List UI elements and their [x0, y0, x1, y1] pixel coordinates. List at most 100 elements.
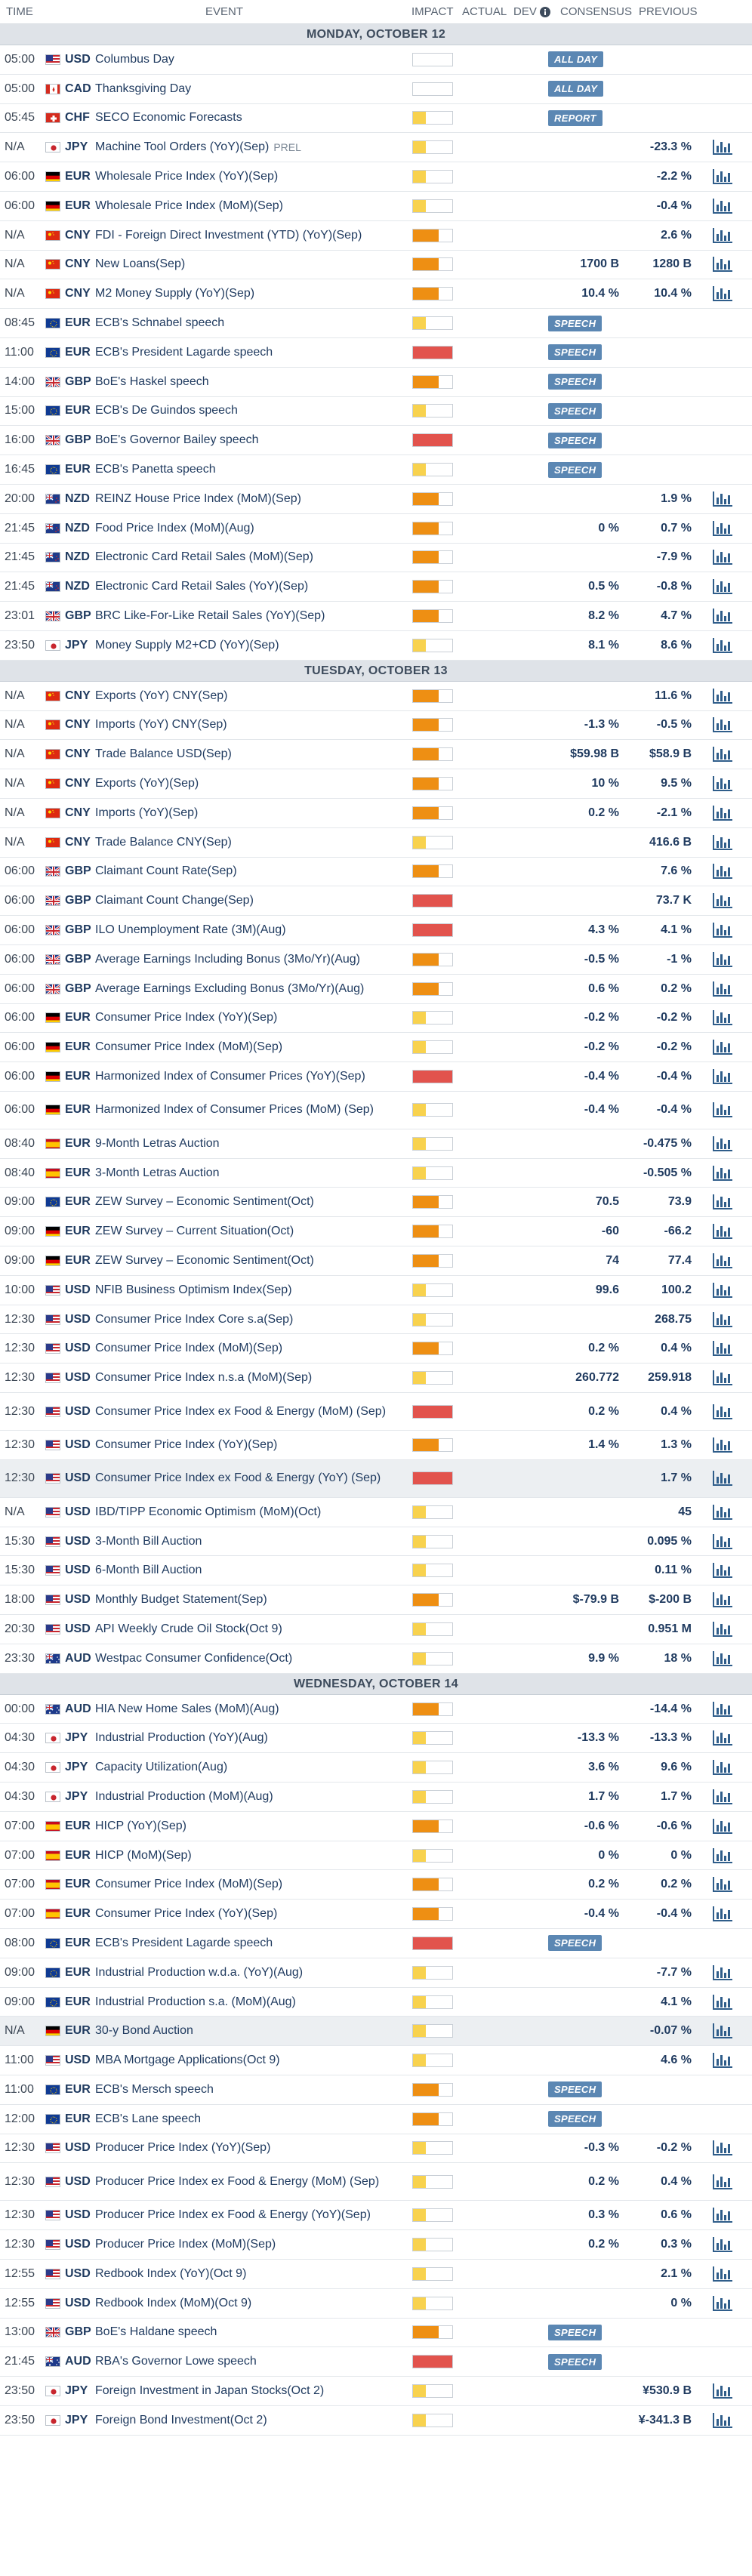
event-row[interactable]: N/A CNY New Loans(Sep) 1700 B 1280 B: [0, 251, 752, 280]
event-name-link[interactable]: Exports (YoY) CNY(Sep): [95, 682, 405, 710]
event-row[interactable]: 23:01 GBP BRC Like-For-Like Retail Sales (…: [0, 602, 752, 631]
event-row[interactable]: 06:00 GBP Average Earnings Excluding Bonus…: [0, 975, 752, 1004]
bar-chart-icon[interactable]: [710, 2017, 735, 2045]
bar-chart-icon[interactable]: [710, 2134, 735, 2163]
event-row[interactable]: 06:00 EUR Wholesale Price Index (MoM)(Sep)…: [0, 192, 752, 221]
event-row[interactable]: 21:45 NZD Food Price Index (MoM)(Aug) 0 % 0.…: [0, 514, 752, 544]
event-name-link[interactable]: RBA's Governor Lowe speech: [95, 2347, 405, 2376]
event-name-link[interactable]: Consumer Price Index (MoM)(Sep): [95, 1033, 405, 1062]
event-name-link[interactable]: Electronic Card Retail Sales (YoY)(Sep): [95, 572, 405, 601]
event-name-link[interactable]: Food Price Index (MoM)(Aug): [95, 514, 405, 543]
event-name-link[interactable]: 9-Month Letras Auction: [95, 1129, 405, 1158]
event-row[interactable]: 09:00 EUR ZEW Survey – Current Situation(O…: [0, 1217, 752, 1247]
event-name-link[interactable]: Money Supply M2+CD (YoY)(Sep): [95, 631, 405, 660]
bar-chart-icon[interactable]: [710, 1393, 735, 1430]
event-name-link[interactable]: Monthly Budget Statement(Sep): [95, 1585, 405, 1614]
bar-chart-icon[interactable]: [710, 916, 735, 944]
event-row[interactable]: 12:00 EUR ECB's Lane speech SPEECH: [0, 2105, 752, 2134]
bar-chart-icon[interactable]: [710, 1870, 735, 1899]
bar-chart-icon[interactable]: [710, 740, 735, 769]
event-row[interactable]: 05:45 CHF SECO Economic Forecasts REPORT: [0, 104, 752, 134]
event-name-link[interactable]: Consumer Price Index (MoM)(Sep): [95, 1334, 405, 1363]
event-row[interactable]: 09:00 EUR Industrial Production w.d.a. (Yo…: [0, 1958, 752, 1988]
event-row[interactable]: 05:00 USD Columbus Day ALL DAY: [0, 45, 752, 75]
bar-chart-icon[interactable]: [710, 514, 735, 543]
event-row[interactable]: 23:30 AUD Westpac Consumer Confidence(Oct)…: [0, 1644, 752, 1674]
bar-chart-icon[interactable]: [710, 1129, 735, 1158]
bar-chart-icon[interactable]: [710, 711, 735, 740]
event-row[interactable]: 06:00 GBP ILO Unemployment Rate (3M)(Aug) 4…: [0, 916, 752, 945]
bar-chart-icon[interactable]: [710, 1812, 735, 1841]
event-name-link[interactable]: BoE's Governor Bailey speech: [95, 426, 405, 454]
event-row[interactable]: 11:00 EUR ECB's President Lagarde speech SP…: [0, 338, 752, 368]
event-name-link[interactable]: Columbus Day: [95, 45, 405, 74]
event-name-link[interactable]: Claimant Count Rate(Sep): [95, 858, 405, 886]
event-row[interactable]: N/A CNY Exports (YoY)(Sep) 10 % 9.5 %: [0, 769, 752, 799]
event-name-link[interactable]: ZEW Survey – Economic Sentiment(Oct): [95, 1188, 405, 1216]
bar-chart-icon[interactable]: [710, 2230, 735, 2259]
bar-chart-icon[interactable]: [710, 2289, 735, 2318]
event-row[interactable]: 15:30 USD 3-Month Bill Auction 0.095 %: [0, 1527, 752, 1557]
event-name-link[interactable]: ECB's De Guindos speech: [95, 397, 405, 426]
event-name-link[interactable]: Trade Balance CNY(Sep): [95, 828, 405, 857]
event-row[interactable]: 15:30 USD 6-Month Bill Auction 0.11 %: [0, 1556, 752, 1586]
bar-chart-icon[interactable]: [710, 1753, 735, 1782]
bar-chart-icon[interactable]: [710, 544, 735, 572]
bar-chart-icon[interactable]: [710, 769, 735, 798]
event-row[interactable]: 12:30 USD Consumer Price Index Core s.a(Se…: [0, 1305, 752, 1335]
event-name-link[interactable]: Wholesale Price Index (YoY)(Sep): [95, 162, 405, 191]
event-row[interactable]: 08:45 EUR ECB's Schnabel speech SPEECH: [0, 309, 752, 338]
bar-chart-icon[interactable]: [710, 162, 735, 191]
bar-chart-icon[interactable]: [710, 858, 735, 886]
bar-chart-icon[interactable]: [710, 572, 735, 601]
event-name-link[interactable]: ECB's Schnabel speech: [95, 309, 405, 337]
bar-chart-icon[interactable]: [710, 1246, 735, 1275]
bar-chart-icon[interactable]: [710, 2201, 735, 2229]
bar-chart-icon[interactable]: [710, 1363, 735, 1392]
event-row[interactable]: 06:00 EUR Harmonized Index of Consumer Pri…: [0, 1062, 752, 1092]
event-row[interactable]: N/A CNY M2 Money Supply (YoY)(Sep) 10.4 % 10…: [0, 279, 752, 310]
event-name-link[interactable]: HICP (MoM)(Sep): [95, 1841, 405, 1870]
event-row[interactable]: 04:30 JPY Industrial Production (MoM)(Aug)…: [0, 1783, 752, 1812]
event-row[interactable]: 12:30 USD Consumer Price Index ex Food & E…: [0, 1459, 752, 1498]
info-icon[interactable]: [539, 6, 551, 21]
bar-chart-icon[interactable]: [710, 485, 735, 513]
event-row[interactable]: 12:30 USD Consumer Price Index ex Food & E…: [0, 1393, 752, 1431]
event-name-link[interactable]: Electronic Card Retail Sales (MoM)(Sep): [95, 544, 405, 572]
bar-chart-icon[interactable]: [710, 1585, 735, 1614]
event-name-link[interactable]: SECO Economic Forecasts: [95, 104, 405, 133]
bar-chart-icon[interactable]: [710, 799, 735, 827]
event-row[interactable]: 11:00 USD MBA Mortgage Applications(Oct 9)…: [0, 2046, 752, 2075]
bar-chart-icon[interactable]: [710, 602, 735, 630]
bar-chart-icon[interactable]: [710, 1695, 735, 1724]
event-name-link[interactable]: BRC Like-For-Like Retail Sales (YoY)(Sep…: [95, 602, 405, 630]
event-name-link[interactable]: Imports (YoY)(Sep): [95, 799, 405, 827]
event-name-link[interactable]: Foreign Bond Investment(Oct 2): [95, 2406, 405, 2435]
bar-chart-icon[interactable]: [710, 2163, 735, 2200]
event-name-link[interactable]: 30-y Bond Auction: [95, 2017, 405, 2045]
event-name-link[interactable]: ECB's Panetta speech: [95, 455, 405, 484]
event-name-link[interactable]: Harmonized Index of Consumer Prices (YoY…: [95, 1062, 405, 1091]
event-row[interactable]: 16:00 GBP BoE's Governor Bailey speech SPEE…: [0, 426, 752, 456]
event-name-link[interactable]: Claimant Count Change(Sep): [95, 886, 405, 915]
event-row[interactable]: 18:00 USD Monthly Budget Statement(Sep) $-7…: [0, 1585, 752, 1616]
bar-chart-icon[interactable]: [710, 1276, 735, 1305]
event-name-link[interactable]: Producer Price Index (YoY)(Sep): [95, 2134, 405, 2163]
event-name-link[interactable]: MBA Mortgage Applications(Oct 9): [95, 2046, 405, 2075]
event-row[interactable]: 12:30 USD Consumer Price Index n.s.a (MoM)…: [0, 1363, 752, 1394]
event-name-link[interactable]: Consumer Price Index Core s.a(Sep): [95, 1305, 405, 1334]
bar-chart-icon[interactable]: [710, 828, 735, 857]
event-row[interactable]: N/A CNY Trade Balance USD(Sep) $59.98 B $58.…: [0, 740, 752, 770]
event-row[interactable]: 14:00 GBP BoE's Haskel speech SPEECH: [0, 368, 752, 397]
event-name-link[interactable]: M2 Money Supply (YoY)(Sep): [95, 279, 405, 308]
event-name-link[interactable]: ECB's President Lagarde speech: [95, 1929, 405, 1958]
event-row[interactable]: 23:50 JPY Money Supply M2+CD (YoY)(Sep) 8.1…: [0, 631, 752, 661]
bar-chart-icon[interactable]: [710, 682, 735, 710]
event-row[interactable]: 12:30 USD Producer Price Index ex Food & E…: [0, 2201, 752, 2231]
bar-chart-icon[interactable]: [710, 2046, 735, 2075]
event-name-link[interactable]: Average Earnings Including Bonus (3Mo/Yr…: [95, 945, 405, 974]
bar-chart-icon[interactable]: [710, 1900, 735, 1928]
event-row[interactable]: N/A CNY FDI - Foreign Direct Investment (Y…: [0, 221, 752, 251]
event-name-link[interactable]: Wholesale Price Index (MoM)(Sep): [95, 192, 405, 220]
bar-chart-icon[interactable]: [710, 1188, 735, 1216]
